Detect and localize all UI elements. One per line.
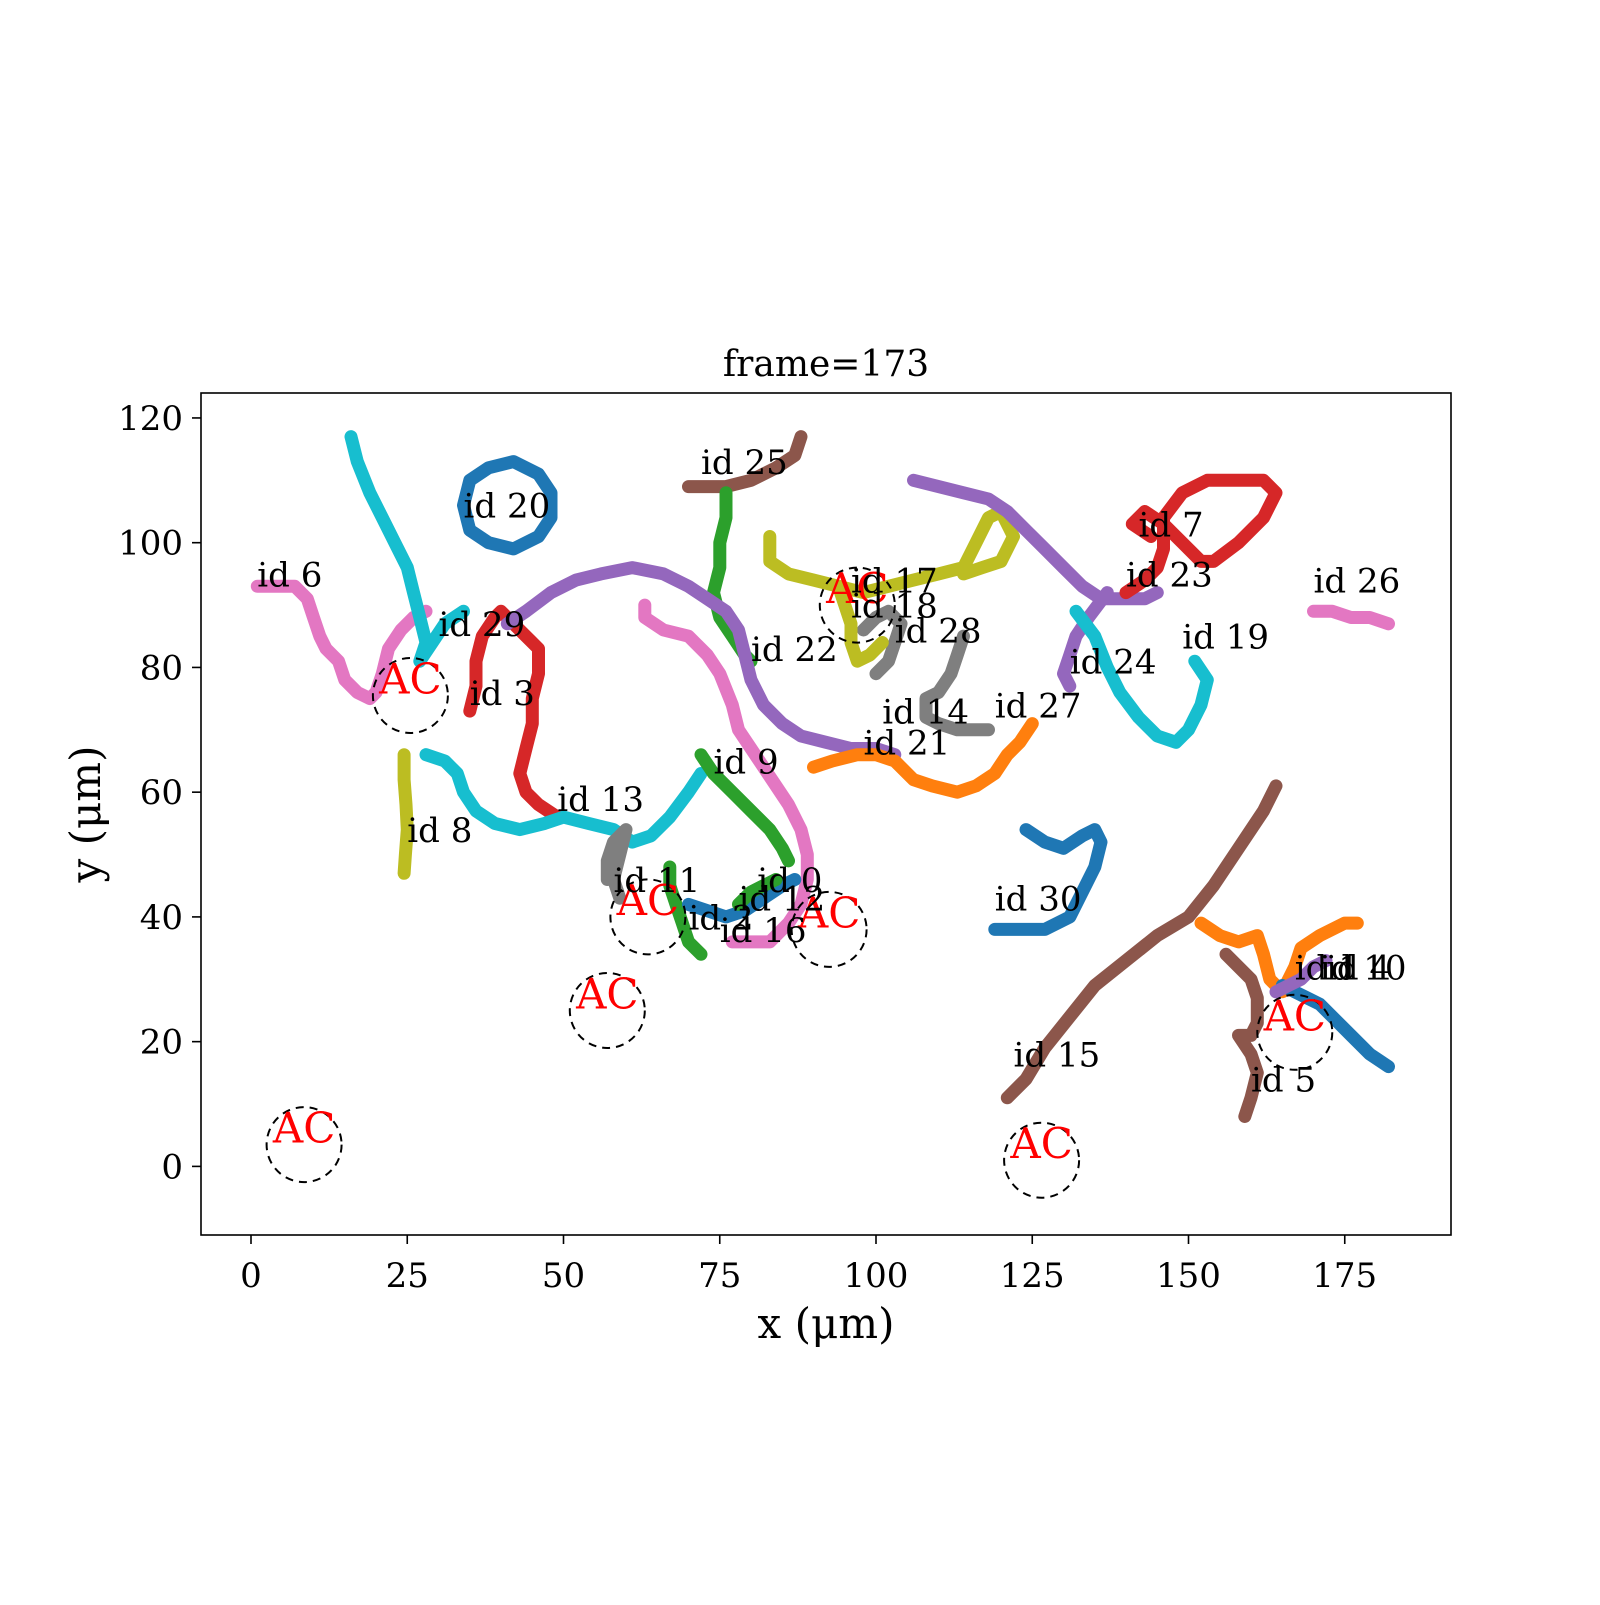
y-tick-label: 100 [118, 524, 183, 564]
x-tick-label: 75 [698, 1256, 741, 1296]
y-tick-label: 60 [140, 773, 183, 813]
track-label-id-15: id 15 [1014, 1036, 1101, 1076]
track-label-id-29: id 29 [439, 605, 526, 645]
track-id-13 [419, 748, 708, 849]
track-label-id-26: id 26 [1314, 562, 1401, 602]
track-id-28 [857, 604, 908, 681]
ac-circle [371, 657, 449, 734]
track-label-id-3: id 3 [470, 674, 535, 714]
ac-circle [609, 878, 687, 956]
x-tick-label: 125 [1000, 1256, 1065, 1296]
track-label-id-19: id 19 [1182, 618, 1269, 658]
ac-label: AC [272, 1104, 335, 1153]
y-tick-label: 0 [161, 1147, 183, 1187]
track-label-id-14: id 14 [882, 693, 969, 733]
track-label-id-25: id 25 [701, 443, 788, 483]
track-id-2 [663, 860, 708, 961]
track-id-20 [457, 455, 558, 556]
ac-circle [265, 1106, 343, 1184]
y-tick-label: 20 [140, 1023, 183, 1063]
track-label-id-5: id 5 [1251, 1061, 1316, 1101]
track-label-id-24: id 24 [1070, 643, 1157, 683]
track-label-id-16: id 16 [720, 911, 807, 951]
x-tick-label: 25 [386, 1256, 429, 1296]
chart-title: frame=173 [723, 344, 929, 385]
track-id-11 [600, 823, 633, 905]
x-tick-label: 175 [1312, 1256, 1377, 1296]
y-tick-label: 40 [140, 898, 183, 938]
ac-circle [818, 566, 896, 644]
ac-label: AC [1263, 991, 1326, 1040]
track-label-id-9: id 9 [714, 743, 779, 783]
track-label-id-13: id 13 [557, 780, 644, 820]
track-id-1 [1269, 954, 1333, 999]
track-id-18 [832, 579, 889, 668]
track-id-3 [463, 604, 570, 824]
track-id-24 [1057, 586, 1114, 693]
track-label-id-20: id 20 [464, 487, 551, 527]
track-id-5 [1219, 947, 1264, 1123]
x-tick-label: 100 [844, 1256, 909, 1296]
y-axis-label: y (μm) [61, 746, 110, 884]
ac-sites-layer: AC AC AC AC AC AC AC AC [265, 564, 1334, 1199]
ac-circle [1003, 1121, 1081, 1199]
track-label-id-6: id 6 [257, 555, 322, 595]
track-label-id-10: id 10 [1320, 948, 1407, 988]
ac-circle [1256, 993, 1334, 1071]
track-id-29 [344, 430, 470, 668]
track-label-id-12: id 12 [739, 880, 826, 920]
track-id-16 [638, 598, 814, 949]
track-label-id-23: id 23 [1126, 555, 1213, 595]
track-labels-layer: id 20 id 6 id 29 id 3 id 13 id 8 id 25 id 22 id … [257, 443, 1406, 1100]
track-id-30 [988, 823, 1108, 936]
x-axis-label: x (μm) [758, 1299, 895, 1348]
axis-ticks-layer: 0 25 50 75 100 125 150 175 0 20 40 60 80 100 120 [118, 399, 1377, 1296]
x-tick-label: 150 [1156, 1256, 1221, 1296]
series-layer [250, 430, 1395, 1123]
track-id-9 [694, 748, 795, 868]
track-id-26 [1307, 604, 1395, 631]
ac-label: AC [1009, 1119, 1072, 1168]
track-label-id-21: id 21 [864, 724, 951, 764]
track-label-id-7: id 7 [1139, 506, 1204, 546]
x-tick-label: 0 [240, 1256, 262, 1296]
track-label-id-27: id 27 [995, 686, 1082, 726]
track-label-id-30: id 30 [995, 880, 1082, 920]
track-label-id-28: id 28 [895, 612, 982, 652]
track-id-15 [1000, 779, 1283, 1105]
x-tick-label: 50 [542, 1256, 585, 1296]
track-label-id-18: id 18 [851, 587, 938, 627]
track-id-27 [919, 629, 995, 737]
track-label-id-22: id 22 [751, 630, 838, 670]
track-id-7 [1119, 473, 1283, 600]
ac-circle [790, 890, 868, 968]
track-id-21 [500, 561, 902, 762]
track-label-id-11: id 11 [614, 861, 701, 901]
y-tick-label: 80 [140, 648, 183, 688]
track-id-6 [250, 579, 433, 706]
track-label-id-1: id 1 [1295, 948, 1360, 988]
ac-circle [568, 972, 646, 1049]
track-id-17 [763, 505, 1020, 600]
track-label-id-8: id 8 [407, 811, 472, 851]
y-tick-label: 120 [118, 399, 183, 439]
track-label-id-2: id 2 [689, 898, 754, 938]
track-id-0 [732, 873, 783, 911]
track-id-8 [397, 748, 414, 880]
plot-frame [200, 392, 1452, 1236]
track-label-id-0: id 0 [757, 861, 822, 901]
track-id-25 [682, 430, 808, 494]
track-id-19 [1069, 604, 1214, 749]
track-label-id-4: id 4 [1326, 948, 1391, 988]
ac-label: AC [575, 970, 638, 1019]
ac-label: AC [825, 564, 888, 613]
ac-label: AC [797, 888, 860, 937]
track-id-12 [682, 873, 802, 924]
track-id-14 [807, 717, 1039, 799]
ac-label: AC [378, 655, 441, 704]
ac-label: AC [616, 876, 679, 925]
track-label-id-17: id 17 [851, 562, 938, 602]
